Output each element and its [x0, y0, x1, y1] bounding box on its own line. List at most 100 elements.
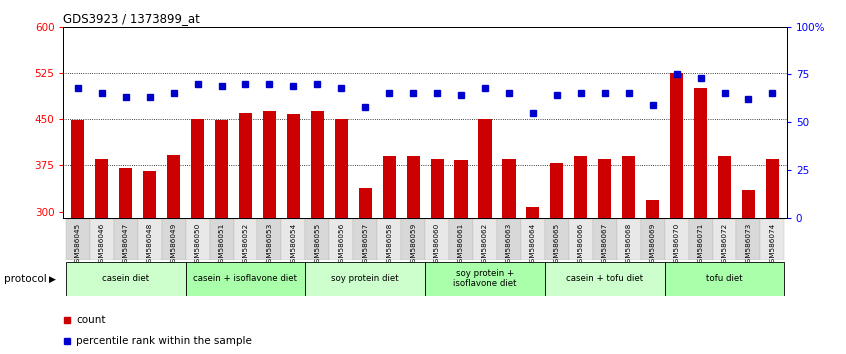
Text: GSM586056: GSM586056 [338, 223, 344, 267]
Bar [526, 207, 540, 354]
Bar [737, 219, 761, 260]
Text: casein diet: casein diet [102, 274, 149, 283]
Bar [113, 219, 138, 260]
Text: GSM586055: GSM586055 [315, 223, 321, 267]
Text: GSM586062: GSM586062 [482, 223, 488, 267]
Bar [545, 262, 665, 296]
Text: GSM586058: GSM586058 [386, 223, 393, 267]
Bar [233, 219, 257, 260]
Text: GSM586054: GSM586054 [290, 223, 296, 267]
Bar [497, 219, 521, 260]
Text: GSM586066: GSM586066 [578, 223, 584, 267]
Bar [503, 159, 515, 354]
Text: tofu diet: tofu diet [706, 274, 743, 283]
Bar [287, 114, 300, 354]
Text: soy protein +
isoflavone diet: soy protein + isoflavone diet [453, 269, 517, 289]
Text: GSM586067: GSM586067 [602, 223, 607, 267]
Text: GSM586053: GSM586053 [266, 223, 272, 267]
Bar [665, 219, 689, 260]
Bar [569, 219, 593, 260]
Bar [119, 169, 132, 354]
Bar [90, 219, 113, 260]
Text: GSM586060: GSM586060 [434, 223, 440, 267]
Text: ▶: ▶ [49, 274, 56, 284]
Bar [640, 219, 665, 260]
Text: GSM586046: GSM586046 [99, 223, 105, 267]
Text: casein + isoflavone diet: casein + isoflavone diet [194, 274, 298, 283]
Text: GSM586045: GSM586045 [74, 223, 81, 267]
Text: GSM586061: GSM586061 [458, 223, 464, 267]
Bar [143, 171, 157, 354]
Bar [761, 219, 784, 260]
Bar [593, 219, 617, 260]
Bar [382, 156, 396, 354]
Text: count: count [76, 315, 106, 325]
Bar [239, 114, 252, 354]
Bar [401, 219, 425, 260]
Bar [407, 156, 420, 354]
Bar [454, 160, 468, 354]
Text: GSM586068: GSM586068 [626, 223, 632, 267]
Text: GSM586050: GSM586050 [195, 223, 201, 267]
Text: GSM586051: GSM586051 [218, 223, 224, 267]
Text: GSM586052: GSM586052 [243, 223, 249, 267]
Bar [305, 219, 329, 260]
Bar [473, 219, 497, 260]
Bar [377, 219, 401, 260]
Bar [329, 219, 354, 260]
Text: GSM586070: GSM586070 [673, 223, 679, 267]
Bar [210, 219, 233, 260]
Bar [622, 156, 635, 354]
Text: GSM586057: GSM586057 [362, 223, 368, 267]
Bar [545, 219, 569, 260]
Bar [310, 111, 324, 354]
Text: percentile rank within the sample: percentile rank within the sample [76, 336, 252, 346]
Bar [66, 262, 185, 296]
Text: GSM586063: GSM586063 [506, 223, 512, 267]
Text: GSM586047: GSM586047 [123, 223, 129, 267]
Bar [263, 111, 276, 354]
Bar [521, 219, 545, 260]
Bar [646, 200, 659, 354]
Text: GSM586069: GSM586069 [650, 223, 656, 267]
Text: GSM586074: GSM586074 [769, 223, 776, 267]
Text: GSM586072: GSM586072 [722, 223, 728, 267]
Bar [66, 219, 90, 260]
Bar [712, 219, 737, 260]
Bar [282, 219, 305, 260]
Bar [305, 262, 425, 296]
Text: GSM586071: GSM586071 [698, 223, 704, 267]
Text: protocol: protocol [4, 274, 47, 284]
Bar [550, 164, 563, 354]
Bar [185, 219, 210, 260]
Bar [215, 120, 228, 354]
Text: GSM586065: GSM586065 [554, 223, 560, 267]
Bar [718, 156, 731, 354]
Bar [138, 219, 162, 260]
Bar [167, 155, 180, 354]
Text: GSM586048: GSM586048 [146, 223, 152, 267]
Bar [670, 73, 684, 354]
Bar [425, 219, 449, 260]
Bar [766, 159, 779, 354]
Text: casein + tofu diet: casein + tofu diet [566, 274, 643, 283]
Bar [689, 219, 712, 260]
Bar [449, 219, 473, 260]
Text: GSM586049: GSM586049 [171, 223, 177, 267]
Text: GSM586073: GSM586073 [745, 223, 751, 267]
Bar [185, 262, 305, 296]
Bar [742, 190, 755, 354]
Text: GDS3923 / 1373899_at: GDS3923 / 1373899_at [63, 12, 201, 25]
Bar [425, 262, 545, 296]
Bar [359, 188, 372, 354]
Bar [191, 119, 204, 354]
Bar [694, 88, 707, 354]
Bar [598, 159, 612, 354]
Bar [257, 219, 282, 260]
Bar [96, 159, 108, 354]
Bar [665, 262, 784, 296]
Bar [574, 156, 587, 354]
Bar [335, 119, 348, 354]
Bar [71, 120, 85, 354]
Text: soy protein diet: soy protein diet [332, 274, 399, 283]
